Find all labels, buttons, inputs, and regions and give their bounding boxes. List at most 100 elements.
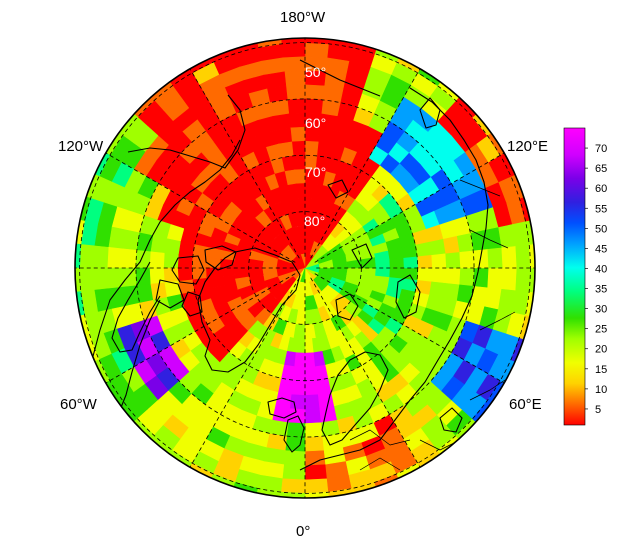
field-cell — [149, 267, 166, 285]
field-cell — [75, 316, 81, 346]
coastlines — [91, 59, 516, 471]
field-cell — [281, 42, 306, 59]
field-cell — [58, 293, 73, 320]
field-cell — [304, 365, 318, 382]
colorbar-tick-label: 55 — [595, 203, 607, 215]
field-cell — [227, 38, 257, 44]
colorbar-tick-label: 65 — [595, 163, 607, 175]
colorbar-tick-label: 10 — [595, 384, 607, 396]
field-cell — [540, 268, 553, 294]
field-cell — [509, 363, 532, 393]
field-cell — [291, 140, 306, 157]
field-cell — [304, 393, 321, 410]
field-cell — [286, 98, 306, 115]
field-cell — [180, 41, 210, 64]
field-cell — [58, 216, 73, 243]
field-cell — [288, 407, 306, 424]
field-cell — [304, 197, 317, 213]
field-cell — [353, 38, 383, 44]
field-cell — [79, 244, 96, 269]
field-cell — [107, 247, 124, 269]
field-cell — [316, 141, 332, 159]
colorbar-tick-label: 20 — [595, 344, 607, 356]
field-cell — [203, 483, 233, 498]
field-cell — [374, 267, 390, 278]
field-cell — [377, 483, 407, 498]
field-cell — [227, 492, 257, 498]
field-cell — [304, 98, 324, 115]
field-cell — [292, 154, 306, 171]
field-cell — [540, 242, 553, 268]
field-cell — [304, 435, 325, 452]
field-cell — [282, 463, 306, 480]
field-cell — [444, 267, 461, 285]
field-cell — [57, 242, 70, 268]
field-cell — [416, 267, 433, 282]
latitude-circle-50 — [79, 42, 531, 494]
field-cell — [353, 492, 383, 498]
canadian-archipelago-coastline — [155, 245, 237, 317]
eurasia-coastline — [299, 87, 489, 471]
field-cell — [75, 340, 90, 370]
field-cell — [203, 38, 233, 53]
field-cell — [234, 256, 250, 269]
field-cell — [279, 503, 305, 516]
field-cell — [282, 56, 306, 73]
field-cell — [304, 42, 329, 59]
field-cell — [294, 351, 306, 367]
field-cell — [121, 267, 138, 288]
field-cell — [529, 190, 535, 220]
field-cell — [304, 407, 322, 424]
field-cell — [285, 84, 306, 101]
field-cell — [278, 377, 294, 395]
field-cell — [442, 282, 460, 301]
colorbar: 5 10 15 20 25 30 35 40 45 50 55 60 65 70 — [563, 127, 607, 426]
field-cell — [304, 84, 325, 101]
field-cell — [520, 166, 535, 196]
field-cell — [304, 421, 324, 438]
map-boundary — [74, 37, 536, 499]
field-cell — [292, 365, 306, 382]
field-cell — [486, 247, 503, 269]
field-cell — [388, 257, 404, 269]
field-cell — [400, 472, 430, 495]
colorbar-gradient — [563, 127, 586, 426]
lat-label-80: 80° — [304, 213, 325, 229]
field-cell — [428, 280, 446, 298]
field-cell — [500, 245, 517, 269]
data-field — [57, 38, 553, 516]
lon-label-0: 0° — [296, 523, 310, 540]
field-cell — [281, 477, 306, 494]
field-cell — [458, 249, 475, 269]
field-cell — [293, 323, 306, 339]
field-cell — [514, 267, 531, 292]
field-cell — [536, 293, 551, 320]
field-cell — [304, 140, 319, 157]
field-cell — [520, 340, 535, 370]
lon-label-180w: 180°W — [280, 9, 326, 26]
field-cell — [304, 477, 329, 494]
field-cell — [400, 41, 430, 64]
colorbar-ticks: 5 10 15 20 25 30 35 40 45 50 55 60 65 70 — [585, 143, 607, 416]
colorbar-tick-label: 25 — [595, 324, 607, 336]
field-cell — [180, 472, 210, 495]
field-cell — [295, 337, 306, 353]
field-cell — [93, 267, 110, 291]
field-cell — [430, 267, 447, 284]
caspian-coastline — [439, 407, 463, 433]
field-cell — [57, 268, 70, 294]
field-cell — [75, 166, 90, 196]
field-cell — [288, 112, 306, 129]
field-cell — [360, 267, 376, 280]
field-cell — [93, 245, 110, 269]
svalbard-coastline — [335, 293, 359, 321]
field-cell — [150, 235, 168, 254]
field-cell — [177, 267, 194, 282]
field-cell — [191, 255, 208, 269]
field-cell — [284, 449, 306, 466]
field-cell — [79, 267, 96, 292]
chukotka-coastline — [299, 59, 381, 97]
hudson-bay-coastline — [111, 261, 161, 353]
colorbar-tick-label: 5 — [595, 404, 601, 416]
greenland-coastline — [197, 247, 301, 373]
